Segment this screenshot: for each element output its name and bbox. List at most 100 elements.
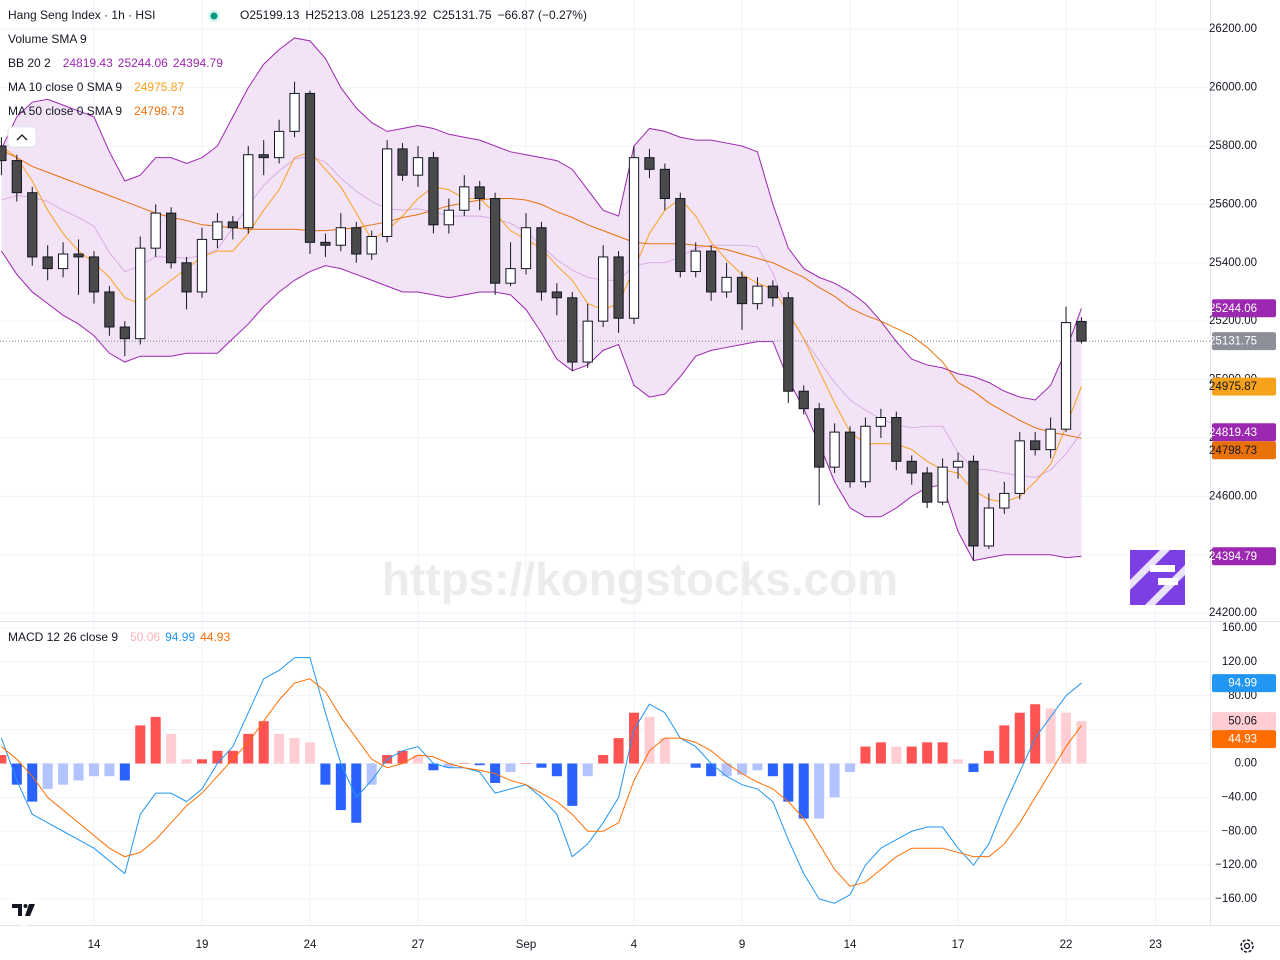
y-tick-label: 26000.00: [1209, 82, 1257, 94]
legend-ma50[interactable]: MA 50 close 0 SMA 9 24798.73: [8, 104, 184, 118]
candle-body: [304, 92, 316, 243]
x-tick-label: Sep: [516, 939, 536, 951]
candle-body: [88, 256, 100, 293]
candle-body: [582, 320, 593, 363]
macd-histogram-bar: [474, 763, 485, 766]
macd-histogram-bar: [875, 742, 886, 764]
macd-histogram-bar: [1045, 708, 1056, 764]
legend-volume[interactable]: Volume SMA 9: [8, 32, 87, 46]
macd-histogram-bar: [1030, 704, 1041, 764]
macd-hist-value: 50.06: [130, 630, 160, 644]
candle-body: [875, 417, 887, 427]
quote: O25199.13 H25213.08 L25123.92 C25131.75 −66.…: [240, 8, 587, 22]
macd-histogram-bar: [798, 763, 809, 819]
candle-body: [474, 186, 485, 200]
candle-body: [73, 253, 84, 258]
bb-upper-value: 25244.06: [118, 56, 168, 70]
macd-histogram-bar: [752, 763, 763, 771]
candle-body: [135, 247, 146, 340]
legend-macd[interactable]: MACD 12 26 close 9 50.06 94.99 44.93: [8, 630, 230, 644]
ma-tag: 24975.87: [1209, 381, 1257, 393]
candle-body: [196, 238, 208, 293]
candle-body: [1014, 440, 1025, 494]
quote-change: −66.87 (−0.27%): [498, 8, 587, 22]
macd-hist-tag: 50.06: [1228, 716, 1257, 728]
macd-histogram-bar: [42, 763, 53, 789]
symbol-title: Hang Seng Index · 1h · HSI: [8, 8, 155, 22]
bb-lower: [0, 250, 1082, 562]
candle-body: [289, 92, 300, 132]
settings-button[interactable]: [1240, 939, 1254, 953]
macd-histogram-bar: [73, 763, 84, 781]
macd-histogram-bar: [150, 716, 161, 764]
y-tick-label: 25200.00: [1209, 315, 1257, 327]
candle-body: [736, 276, 748, 305]
x-tick-label: 9: [739, 939, 745, 951]
ma-line: [1, 149, 1082, 439]
candle-body: [906, 460, 917, 474]
macd: [0, 657, 1087, 904]
macd-histogram-bar: [428, 763, 439, 771]
candle-body: [675, 198, 686, 273]
ma-tag-bg: [1212, 441, 1276, 460]
macd-histogram-bar: [845, 763, 856, 772]
y-tick-label: 0.00: [1235, 758, 1257, 770]
candle-body: [598, 256, 609, 322]
bb-lower-tag: 24394.79: [1209, 551, 1257, 563]
candle-body: [1030, 440, 1041, 451]
macd-histogram-bar: [891, 746, 902, 764]
y-tick-label: 24200.00: [1209, 607, 1257, 619]
macd-label: MACD 12 26 close 9: [8, 630, 118, 644]
candle-body: [829, 431, 840, 468]
legend-bb[interactable]: BB 20 2 24819.43 25244.06 24394.79: [8, 56, 223, 70]
macd-histogram-bar: [11, 763, 22, 785]
macd-histogram-bar: [505, 763, 516, 772]
macd-histogram-bar: [520, 763, 532, 765]
ma10-value: 24975.87: [134, 80, 184, 94]
macd-tag: 44.93: [1228, 734, 1257, 746]
candle-body: [613, 256, 624, 319]
macd-tag-bg: [1212, 730, 1276, 749]
bb-basis-tag: 24819.43: [1209, 427, 1257, 439]
candle-body: [351, 227, 362, 255]
candle-body: [844, 431, 856, 483]
macd-histogram-bar: [968, 763, 979, 772]
candle-body: [690, 250, 701, 273]
candle-body: [443, 209, 454, 226]
macd-histogram-bar: [536, 763, 547, 768]
candle-body: [505, 268, 516, 284]
x-tick-label: 23: [1149, 939, 1162, 951]
macd-histogram-bar: [567, 763, 578, 806]
legend-title: Hang Seng Index · 1h · HSI: [8, 8, 155, 22]
macd-tag: 94.99: [1228, 678, 1257, 690]
volume-label: Volume SMA 9: [8, 32, 87, 46]
quote-close: C25131.75: [433, 8, 492, 22]
candle-body: [258, 154, 269, 159]
macd-line: [0, 657, 1082, 904]
macd-histogram-bar: [937, 742, 948, 764]
candle-body: [382, 148, 393, 237]
legend-ma10[interactable]: MA 10 close 0 SMA 9 24975.87: [8, 80, 184, 94]
bb-upper: [0, 37, 1082, 401]
macd-histogram-bar: [906, 746, 917, 764]
site-logo: [1130, 550, 1185, 605]
macd-histogram-bar: [181, 759, 192, 764]
macd-histogram-bar: [351, 763, 362, 823]
candle-body: [104, 291, 115, 328]
ma-tag-bg: [1212, 377, 1276, 396]
collapse-legend[interactable]: [7, 126, 37, 148]
tv-logo[interactable]: [8, 894, 40, 926]
candle-body: [119, 326, 130, 340]
macd-histogram-bar: [289, 738, 300, 764]
watermark: https://kongstocks.com: [382, 553, 898, 605]
bb-basis-tag-bg: [1212, 423, 1276, 442]
candle-body: [922, 472, 933, 503]
candle-body: [212, 221, 223, 240]
candle-body: [536, 227, 547, 293]
candle-body: [721, 276, 732, 293]
ma10-label: MA 10 close 0 SMA 9: [8, 80, 122, 94]
y-tick-label: 26200.00: [1209, 23, 1257, 35]
macd-histogram-bar: [196, 759, 207, 764]
macd-histogram-bar: [212, 750, 223, 764]
candle-body: [983, 507, 995, 547]
